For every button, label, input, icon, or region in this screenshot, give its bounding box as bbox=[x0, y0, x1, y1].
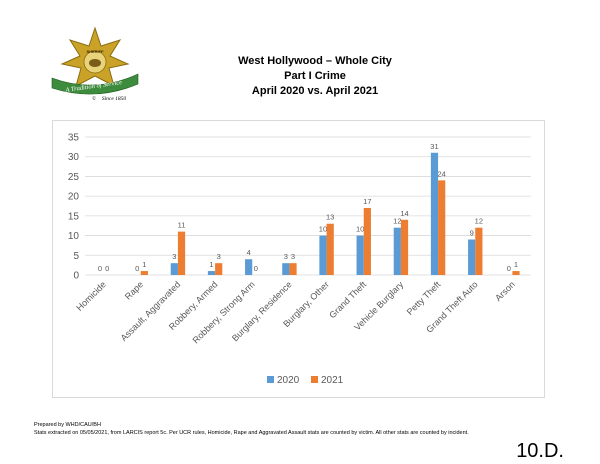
data-label: 4 bbox=[247, 248, 251, 257]
report-title: West Hollywood – Whole City bbox=[238, 55, 392, 67]
bar-2020 bbox=[282, 263, 290, 275]
data-label: 24 bbox=[438, 169, 446, 178]
report-subtitle: Part I Crime bbox=[284, 70, 346, 82]
report-title-block: West Hollywood – Whole City Part I Crime… bbox=[200, 54, 430, 99]
data-label: 14 bbox=[400, 209, 408, 218]
data-label: 1 bbox=[142, 260, 146, 269]
bar-2021 bbox=[512, 271, 520, 275]
data-label: 11 bbox=[178, 221, 186, 230]
logo-top-text: SHERIFF bbox=[86, 49, 104, 54]
bar-2020 bbox=[170, 263, 178, 275]
bar-2021 bbox=[363, 207, 371, 275]
x-category-label: Robbery, Strong Arm bbox=[191, 279, 257, 345]
data-label: 9 bbox=[470, 229, 474, 238]
x-category-label: Homicide bbox=[74, 279, 108, 313]
data-label: 10 bbox=[319, 225, 327, 234]
y-tick-label: 30 bbox=[68, 152, 80, 163]
stats-extraction-note: Stats extracted on 05/05/2021, from LARC… bbox=[34, 430, 469, 436]
bar-2021 bbox=[289, 263, 297, 275]
x-category-label: Rape bbox=[123, 279, 145, 301]
bar-2020 bbox=[319, 235, 327, 275]
bar-2020 bbox=[430, 152, 439, 275]
bar-2021 bbox=[177, 231, 186, 275]
data-label: 3 bbox=[172, 252, 176, 261]
report-period: April 2020 vs. April 2021 bbox=[251, 85, 379, 97]
bar-2021 bbox=[215, 263, 223, 275]
legend-label: 2021 bbox=[321, 375, 344, 386]
bar-2020 bbox=[245, 259, 253, 275]
y-tick-label: 25 bbox=[68, 172, 80, 183]
data-label: 13 bbox=[326, 213, 334, 222]
bar-2020 bbox=[356, 235, 364, 275]
bar-2020 bbox=[207, 271, 216, 275]
y-tick-label: 20 bbox=[68, 192, 80, 203]
bar-2021 bbox=[326, 223, 334, 275]
data-label: 0 bbox=[507, 264, 511, 273]
legend-swatch-2021 bbox=[311, 376, 318, 383]
sheriff-star-logo: SHERIFF A Tradition of Service Since 185… bbox=[51, 26, 139, 102]
data-label: 1 bbox=[209, 260, 213, 269]
data-label: 0 bbox=[98, 264, 102, 273]
logo-ribbon bbox=[51, 73, 139, 95]
legend-swatch-2020 bbox=[267, 376, 274, 383]
seal-emblem-icon bbox=[89, 59, 101, 67]
data-label: 10 bbox=[356, 225, 364, 234]
data-label: 3 bbox=[284, 252, 288, 261]
bar-2021 bbox=[475, 227, 483, 275]
prepared-by-note: Prepared by WHD/CAU/BH bbox=[34, 422, 101, 428]
bar-2021 bbox=[438, 180, 446, 275]
bar-2020 bbox=[468, 239, 476, 275]
y-tick-label: 35 bbox=[68, 133, 80, 144]
y-tick-label: 5 bbox=[73, 251, 79, 262]
data-label: 0 bbox=[135, 264, 139, 273]
x-category-label: Arson bbox=[493, 279, 517, 303]
data-label: 12 bbox=[475, 217, 483, 226]
logo-since-mark: © bbox=[92, 96, 96, 102]
data-label: 1 bbox=[514, 260, 518, 269]
bar-2021 bbox=[140, 271, 148, 275]
legend-label: 2020 bbox=[277, 375, 300, 386]
data-label: 0 bbox=[105, 264, 109, 273]
data-label: 12 bbox=[393, 217, 401, 226]
crime-bar-chart: 0 5 10 15 20 25 30 35 0 0 Homicide 0 1 Rape 3 11 Assault… bbox=[52, 120, 545, 398]
data-label: 31 bbox=[430, 142, 438, 151]
data-label: 17 bbox=[363, 197, 371, 206]
data-label: 0 bbox=[254, 264, 258, 273]
y-tick-label: 0 bbox=[73, 271, 79, 282]
y-tick-label: 10 bbox=[68, 231, 80, 242]
page-number: 10.D. bbox=[516, 440, 564, 462]
data-label: 3 bbox=[291, 252, 295, 261]
data-label: 3 bbox=[217, 252, 221, 261]
y-tick-label: 15 bbox=[68, 211, 80, 222]
logo-since-text: Since 1850 bbox=[102, 96, 127, 102]
x-category-label: Petty Theft bbox=[405, 279, 443, 317]
bar-2020 bbox=[393, 227, 401, 275]
bar-2021 bbox=[400, 219, 409, 275]
